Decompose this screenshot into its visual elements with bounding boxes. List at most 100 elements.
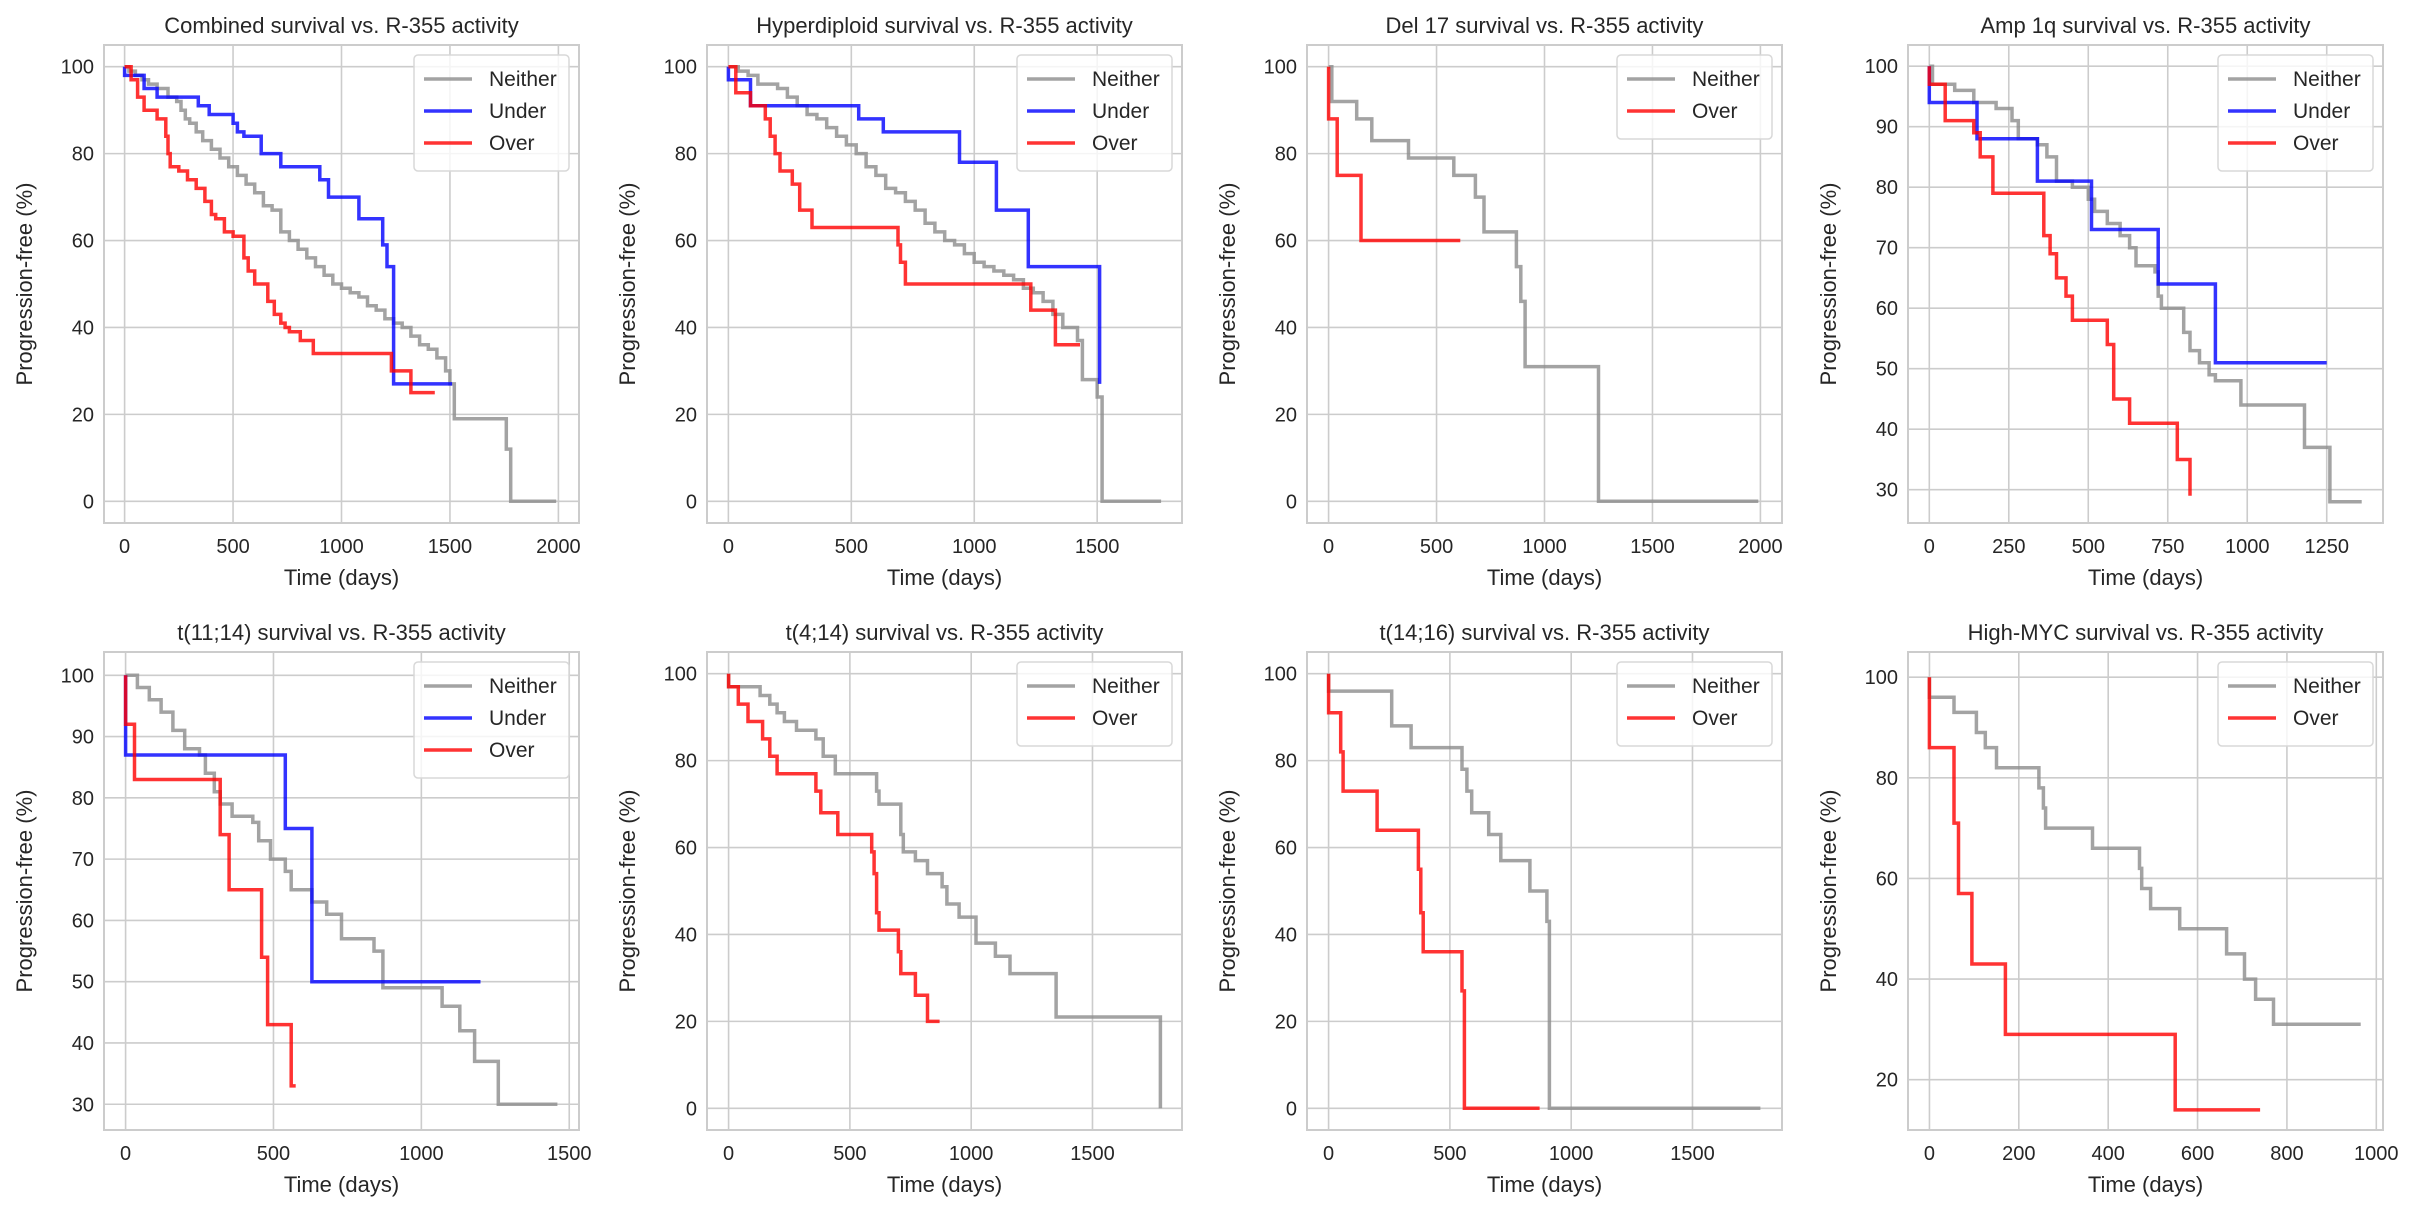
subplot-title: Combined survival vs. R-355 activity bbox=[164, 13, 519, 38]
subplot-5: 0 500 1000 1500 30 40 50 60 70 80 90 100 t(11;14) su… bbox=[12, 620, 591, 1197]
axes-frame bbox=[103, 44, 580, 524]
y-axis-label: Progression-free (%) bbox=[1215, 790, 1240, 993]
y-axis-label: Progression-free (%) bbox=[1215, 183, 1240, 386]
y-tick-label: 80 bbox=[675, 144, 697, 166]
series-line-neither bbox=[125, 673, 558, 1107]
x-tick-label: 0 bbox=[1323, 536, 1334, 558]
x-tick-label: 500 bbox=[1433, 1143, 1466, 1165]
x-tick-label: 750 bbox=[2151, 536, 2184, 558]
subplot-title: t(4;14) survival vs. R-355 activity bbox=[786, 620, 1104, 645]
series-line-under bbox=[1927, 66, 2327, 365]
series-line-over bbox=[726, 673, 940, 1024]
series-line-neither bbox=[726, 673, 1163, 1109]
series-line-under bbox=[123, 675, 481, 984]
subplot-title: Hyperdiploid survival vs. R-355 activity bbox=[756, 13, 1133, 38]
axes-frame bbox=[706, 44, 1183, 524]
x-tick-label: 500 bbox=[2072, 536, 2105, 558]
y-tick-label: 90 bbox=[1876, 117, 1898, 139]
y-tick-label: 100 bbox=[1264, 57, 1297, 79]
legend-label: Under bbox=[489, 707, 546, 730]
x-tick-label: 1500 bbox=[1075, 536, 1120, 558]
y-tick-label: 60 bbox=[72, 910, 94, 932]
subplot-2: 0 500 1000 1500 0 20 40 60 80 100 Hyperdiploid sur… bbox=[615, 13, 1183, 590]
y-tick-label: 60 bbox=[1876, 298, 1898, 320]
subplot-1: 0 500 1000 1500 2000 0 20 40 60 80 100 Combined sur… bbox=[12, 13, 581, 590]
y-tick-label: 0 bbox=[83, 491, 94, 513]
x-tick-label: 600 bbox=[2181, 1143, 2214, 1165]
x-tick-label: 1500 bbox=[1670, 1143, 1715, 1165]
y-tick-label: 60 bbox=[1876, 868, 1898, 890]
x-tick-label: 500 bbox=[833, 1143, 866, 1165]
y-tick-label: 60 bbox=[675, 838, 697, 860]
series-line-neither bbox=[1927, 677, 2361, 1027]
x-axis-label: Time (days) bbox=[887, 565, 1002, 590]
series-line-over bbox=[1326, 66, 1461, 243]
x-axis-label: Time (days) bbox=[2088, 1172, 2203, 1197]
x-tick-label: 2000 bbox=[536, 536, 581, 558]
x-tick-label: 500 bbox=[216, 536, 249, 558]
subplot-title: High-MYC survival vs. R-355 activity bbox=[1968, 620, 2324, 645]
x-axis-label: Time (days) bbox=[284, 1172, 399, 1197]
y-tick-label: 60 bbox=[1275, 838, 1297, 860]
y-tick-label: 80 bbox=[1275, 144, 1297, 166]
y-tick-label: 70 bbox=[1876, 238, 1898, 260]
y-tick-label: 0 bbox=[686, 491, 697, 513]
x-tick-label: 500 bbox=[1420, 536, 1453, 558]
series-line-neither bbox=[124, 64, 557, 504]
x-tick-label: 0 bbox=[1924, 1143, 1935, 1165]
legend-label: Under bbox=[489, 100, 546, 123]
y-tick-label: 100 bbox=[61, 57, 94, 79]
y-tick-label: 40 bbox=[1275, 317, 1297, 339]
x-tick-label: 1500 bbox=[1630, 536, 1675, 558]
y-tick-label: 60 bbox=[72, 231, 94, 253]
axes-frame bbox=[1306, 44, 1783, 524]
series-line-over bbox=[728, 64, 1080, 347]
legend-label: Over bbox=[1092, 132, 1138, 155]
subplot-title: Del 17 survival vs. R-355 activity bbox=[1386, 13, 1704, 38]
y-tick-label: 80 bbox=[675, 751, 697, 773]
x-tick-label: 2000 bbox=[1738, 536, 1783, 558]
x-tick-label: 1500 bbox=[547, 1143, 592, 1165]
y-tick-label: 40 bbox=[1275, 924, 1297, 946]
y-axis-label: Progression-free (%) bbox=[615, 790, 640, 993]
y-tick-label: 100 bbox=[664, 57, 697, 79]
legend-label: Neither bbox=[489, 675, 557, 698]
y-axis-label: Progression-free (%) bbox=[12, 183, 37, 386]
legend-label: Neither bbox=[1692, 68, 1760, 91]
legend-box bbox=[1016, 661, 1173, 747]
y-tick-label: 30 bbox=[1876, 480, 1898, 502]
y-tick-label: 100 bbox=[1865, 56, 1898, 78]
y-tick-label: 40 bbox=[72, 1033, 94, 1055]
y-tick-label: 0 bbox=[686, 1098, 697, 1120]
series-line-over bbox=[1927, 66, 2192, 496]
x-axis-label: Time (days) bbox=[2088, 565, 2203, 590]
x-tick-label: 1500 bbox=[1070, 1143, 1115, 1165]
x-tick-label: 0 bbox=[723, 1143, 734, 1165]
y-tick-label: 20 bbox=[1275, 1011, 1297, 1033]
y-tick-label: 80 bbox=[1876, 768, 1898, 790]
x-tick-label: 1500 bbox=[428, 536, 473, 558]
subplot-8: 0 200 400 600 800 1000 20 40 60 80 100 High-MYC sur… bbox=[1816, 620, 2399, 1197]
axes-frame bbox=[1907, 44, 2384, 524]
y-tick-label: 40 bbox=[675, 924, 697, 946]
x-tick-label: 1000 bbox=[1549, 1143, 1594, 1165]
x-tick-label: 1000 bbox=[2225, 536, 2270, 558]
legend-label: Neither bbox=[2293, 675, 2361, 698]
x-tick-label: 0 bbox=[1323, 1143, 1334, 1165]
series-line-over bbox=[123, 675, 296, 1088]
x-tick-label: 1000 bbox=[399, 1143, 444, 1165]
y-tick-label: 40 bbox=[1876, 969, 1898, 991]
y-tick-label: 80 bbox=[1275, 751, 1297, 773]
x-tick-label: 1000 bbox=[319, 536, 364, 558]
subplot-4: 0 250 500 750 1000 1250 30 40 50 60 70 80 90 100 Amp 1… bbox=[1816, 13, 2384, 590]
axes-frame bbox=[1907, 651, 2384, 1131]
y-tick-label: 80 bbox=[1876, 177, 1898, 199]
y-tick-label: 90 bbox=[72, 727, 94, 749]
legend-box bbox=[2217, 661, 2374, 747]
legend-label: Under bbox=[2293, 100, 2350, 123]
y-tick-label: 80 bbox=[72, 144, 94, 166]
y-tick-label: 40 bbox=[1876, 419, 1898, 441]
subplot-6: 0 500 1000 1500 0 20 40 60 80 100 t(4;14) survival… bbox=[615, 620, 1183, 1197]
legend-label: Over bbox=[1692, 707, 1738, 730]
